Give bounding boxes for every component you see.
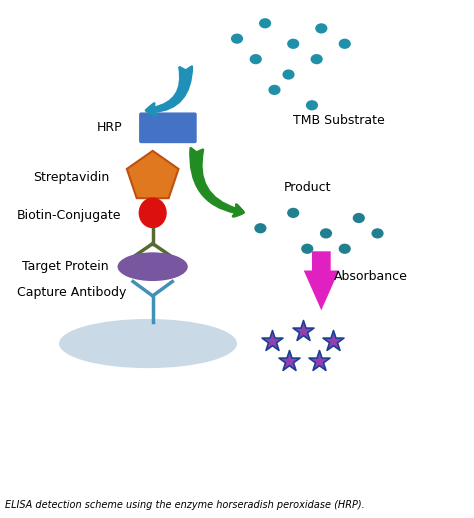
Text: Target Protein: Target Protein <box>21 260 108 273</box>
Ellipse shape <box>338 243 351 254</box>
Polygon shape <box>304 251 339 310</box>
Ellipse shape <box>372 228 383 238</box>
Point <box>329 337 337 345</box>
Text: TMB Substrate: TMB Substrate <box>293 114 385 127</box>
Text: Product: Product <box>284 181 331 194</box>
Ellipse shape <box>287 39 299 49</box>
Text: Absorbance: Absorbance <box>334 270 408 283</box>
Point <box>268 337 276 345</box>
FancyBboxPatch shape <box>139 112 197 143</box>
Ellipse shape <box>320 228 332 238</box>
Text: ELISA detection scheme using the enzyme horseradish peroxidase (HRP).: ELISA detection scheme using the enzyme … <box>5 500 365 510</box>
Ellipse shape <box>301 243 313 254</box>
Text: HRP: HRP <box>97 121 122 134</box>
Point <box>315 357 323 366</box>
Ellipse shape <box>315 23 328 34</box>
Ellipse shape <box>59 319 237 368</box>
Point <box>285 357 292 366</box>
Ellipse shape <box>353 213 365 223</box>
Text: Capture Antibody: Capture Antibody <box>17 286 126 299</box>
Ellipse shape <box>231 34 243 44</box>
Ellipse shape <box>310 54 323 64</box>
Ellipse shape <box>283 69 295 80</box>
Ellipse shape <box>255 223 266 234</box>
Text: Streptavidin: Streptavidin <box>33 170 109 183</box>
Ellipse shape <box>268 85 281 95</box>
Ellipse shape <box>250 54 262 64</box>
Ellipse shape <box>306 100 318 110</box>
Ellipse shape <box>287 208 299 218</box>
Text: Biotin-Conjugate: Biotin-Conjugate <box>17 209 121 222</box>
Ellipse shape <box>259 18 271 28</box>
Polygon shape <box>127 151 179 198</box>
Circle shape <box>138 197 167 228</box>
Ellipse shape <box>118 252 188 281</box>
Ellipse shape <box>338 39 351 49</box>
Point <box>299 326 306 335</box>
